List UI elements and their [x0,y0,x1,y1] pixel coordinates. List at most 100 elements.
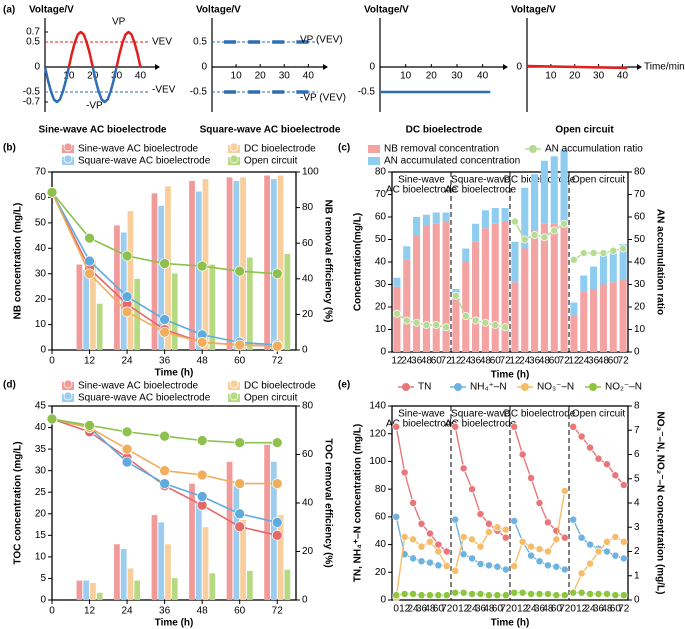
data-point [481,318,490,327]
bar-segment [531,174,539,231]
y-axis-title: Concentration(mg/L) [353,213,364,311]
y-tick-label: 0 [516,62,522,73]
x-tick-label: 0 [49,606,55,617]
data-point [468,589,477,598]
x-tick-label: 60 [490,356,502,367]
annotation: VEV [152,37,172,48]
y2-tick-label: 60 [302,449,314,460]
panel-label: (e) [338,380,350,391]
y-tick-label: 30 [375,279,387,290]
data-point [594,589,603,598]
x-tick-label: 40 [303,71,315,82]
y2-tick-label: 60 [634,212,646,223]
data-point [409,554,418,563]
data-point [493,523,502,532]
x-tick-label: 48 [197,356,209,367]
bar-segment [491,223,499,352]
bar [264,175,270,350]
waveform [43,66,71,104]
bar [195,503,202,600]
data-point [602,547,611,556]
data-point [271,529,283,541]
data-point [586,589,595,598]
data-point [476,510,485,519]
bar-segment [432,223,440,352]
bar-segment [491,208,499,224]
x-tick-label: 24 [467,604,479,615]
y-tick-label: 140 [369,401,386,412]
x-tick-label: 40 [135,71,147,82]
section-label: AC bioelectrode [445,185,517,196]
x-axis-title: Time (h) [491,618,530,629]
data-point [569,515,578,524]
data-point [459,550,468,559]
data-point [434,591,443,600]
legend-marker [529,145,537,153]
data-point [451,422,460,431]
legend-label: Open circuit [244,156,298,167]
y2-tick-label: 80 [634,167,646,178]
x-tick-label: 36 [593,604,605,615]
bar-segment [432,212,440,224]
data-point [510,422,519,431]
data-point [271,517,283,528]
bar [165,544,171,600]
legend-label: AN accumulated concentration [384,156,520,167]
bar [270,179,277,350]
y-tick-label: 0 [34,62,40,73]
data-point [234,437,246,448]
bar [120,232,127,350]
y2-tick-label: 40 [302,498,314,509]
bar-segment [540,160,548,224]
bar-segment [501,208,509,222]
x-tick-label: 60 [492,604,504,615]
annotation: VP (VEV) [300,35,343,46]
bar-segment [422,226,430,352]
bar [226,177,233,350]
x-tick-label: 36 [588,356,600,367]
data-point [451,515,460,524]
legend-marker [63,142,73,152]
data-point [476,560,485,568]
data-point [535,545,544,554]
data-point [577,588,586,597]
data-point [196,491,208,502]
data-point [560,591,569,600]
data-point [121,250,133,262]
bar-segment [560,221,568,352]
legend-marker [63,154,73,164]
data-point [569,422,578,431]
data-point [527,589,536,598]
bar-segment [570,302,578,316]
bar [226,461,233,600]
data-point [461,312,470,320]
x-tick-label: 60 [551,604,563,615]
annotation: -VEV [152,85,176,96]
data-point [400,589,409,598]
y2-axis-title: NB removal efficiency (%) [322,200,333,323]
bar [189,483,195,600]
x-tick-label: 20 [569,71,581,82]
x-tick-label: 10 [400,71,412,82]
section-label: AC bioelectrode [386,185,458,196]
data-point [459,464,468,473]
x-tick-label: 12 [450,356,462,367]
y2-tick-label: 3 [634,522,640,533]
bar [90,261,96,350]
y-tick-label: 10 [35,552,47,563]
data-point [271,478,283,489]
data-point [594,547,603,556]
data-point [510,217,519,226]
data-point [196,435,208,446]
x-tick-label: 24 [460,356,472,367]
x-axis-title: Time (h) [155,618,194,629]
bar-segment [560,149,568,222]
data-point [501,591,510,600]
y2-tick-label: 0 [634,595,640,606]
data-point [594,454,603,463]
data-point [569,255,578,264]
y-tick-label: 40 [375,257,387,268]
y-tick-label: 45 [35,401,47,412]
x-tick-label: 24 [519,356,531,367]
line [395,426,448,553]
